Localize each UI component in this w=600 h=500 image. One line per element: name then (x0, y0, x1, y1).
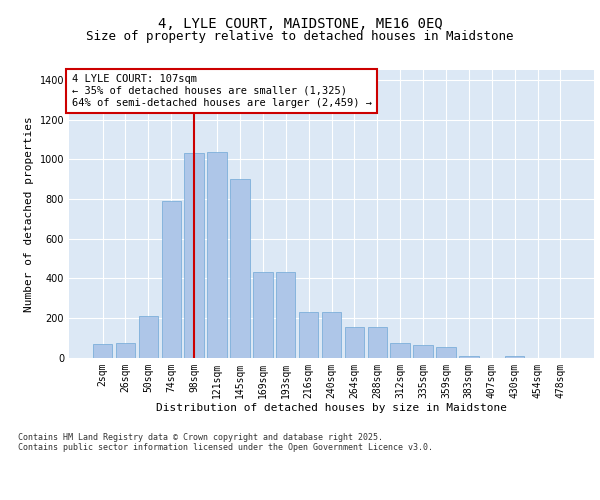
Text: Size of property relative to detached houses in Maidstone: Size of property relative to detached ho… (86, 30, 514, 43)
Bar (253, 272, 272, 358)
Bar (208, 152, 227, 358)
Bar (184, 154, 204, 358)
Y-axis label: Number of detached properties: Number of detached properties (24, 116, 34, 312)
Bar (436, 346, 455, 358)
Bar (413, 344, 433, 358)
Bar (230, 179, 250, 358)
Bar (116, 342, 135, 357)
Bar (276, 272, 295, 358)
Bar (391, 342, 410, 357)
Bar (322, 312, 341, 358)
X-axis label: Distribution of detached houses by size in Maidstone: Distribution of detached houses by size … (156, 403, 507, 413)
Text: 4 LYLE COURT: 107sqm
← 35% of detached houses are smaller (1,325)
64% of semi-de: 4 LYLE COURT: 107sqm ← 35% of detached h… (71, 74, 371, 108)
Bar (344, 327, 364, 358)
Bar (93, 344, 112, 357)
Bar (505, 356, 524, 358)
Text: 4, LYLE COURT, MAIDSTONE, ME16 0EQ: 4, LYLE COURT, MAIDSTONE, ME16 0EQ (158, 18, 442, 32)
Text: Contains HM Land Registry data © Crown copyright and database right 2025.
Contai: Contains HM Land Registry data © Crown c… (18, 432, 433, 452)
Bar (299, 312, 319, 358)
Bar (459, 356, 479, 358)
Bar (139, 316, 158, 358)
Bar (161, 201, 181, 358)
Bar (368, 327, 387, 358)
